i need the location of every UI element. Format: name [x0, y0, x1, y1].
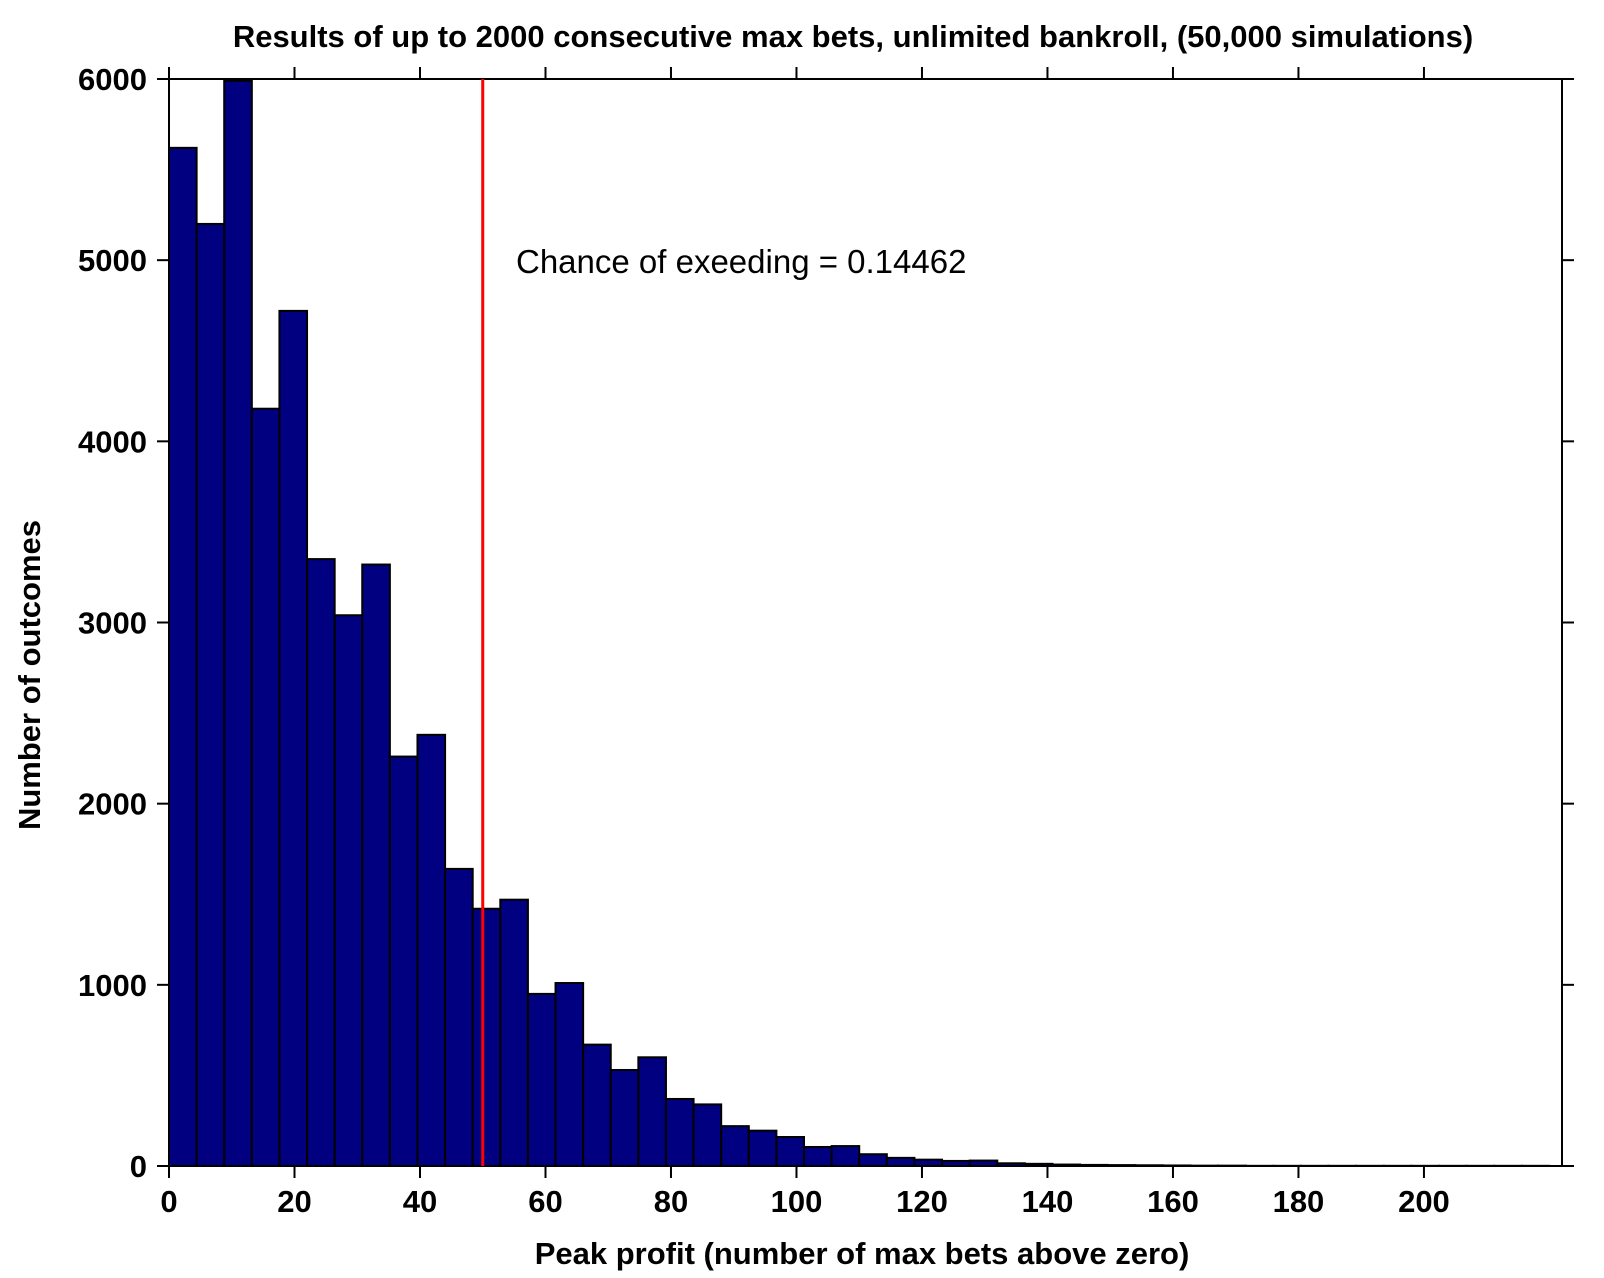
ticks-group: 0 20 40 60 80 100 120 140 160 180 2000100020003000… [78, 62, 1574, 1219]
histogram-bar [168, 146, 198, 1168]
histogram-bar [554, 982, 585, 1167]
histogram-bar [361, 563, 391, 1167]
histogram-bar [830, 1145, 861, 1167]
x-tick-label: 0 [160, 1184, 177, 1219]
threshold-annotation: Chance of exeeding = 0.14462 [516, 243, 966, 280]
histogram-bar [885, 1156, 916, 1168]
x-tick-label: 60 [528, 1184, 562, 1219]
histogram-bar [609, 1068, 640, 1168]
histogram-bar [747, 1129, 778, 1167]
y-tick-label: 2000 [78, 787, 147, 822]
x-axis-label: Peak profit (number of max bets above ze… [535, 1236, 1190, 1271]
histogram-bar [692, 1103, 723, 1167]
x-tick-label: 200 [1398, 1184, 1450, 1219]
histogram-bar [858, 1153, 888, 1167]
x-tick-label: 120 [896, 1184, 948, 1219]
histogram-bar [637, 1056, 667, 1168]
histogram-bar [223, 79, 253, 1168]
histogram-bar [278, 309, 309, 1168]
histogram-bar [720, 1125, 750, 1167]
x-tick-label: 20 [277, 1184, 311, 1219]
y-axis-label: Number of outcomes [12, 520, 47, 830]
histogram-bar [526, 992, 557, 1167]
y-tick-label: 5000 [78, 243, 147, 278]
x-tick-label: 80 [654, 1184, 688, 1219]
y-tick-label: 4000 [78, 424, 147, 459]
histogram-bar [250, 407, 281, 1167]
histogram-bar [775, 1136, 806, 1167]
histogram-bar [333, 614, 364, 1167]
histogram-bar [306, 558, 336, 1167]
plot-frame [168, 78, 1563, 1167]
x-tick-label: 160 [1147, 1184, 1199, 1219]
histogram-bar [499, 898, 529, 1167]
histogram-bar [416, 733, 447, 1167]
histogram-bar [471, 907, 502, 1167]
chart-title: Results of up to 2000 consecutive max be… [233, 19, 1473, 54]
histogram-bar [664, 1097, 695, 1168]
x-tick-label: 140 [1022, 1184, 1074, 1219]
histogram-bar [444, 867, 474, 1167]
histogram-bar [388, 755, 419, 1168]
x-tick-label: 40 [403, 1184, 437, 1219]
histogram-bar [195, 222, 226, 1167]
x-tick-label: 180 [1273, 1184, 1325, 1219]
y-tick-label: 6000 [78, 62, 147, 97]
y-tick-label: 1000 [78, 968, 147, 1003]
y-tick-label: 0 [130, 1149, 147, 1184]
histogram-bar [582, 1043, 612, 1167]
y-tick-label: 3000 [78, 606, 147, 641]
histogram-bar [803, 1145, 833, 1168]
x-tick-label: 100 [771, 1184, 823, 1219]
